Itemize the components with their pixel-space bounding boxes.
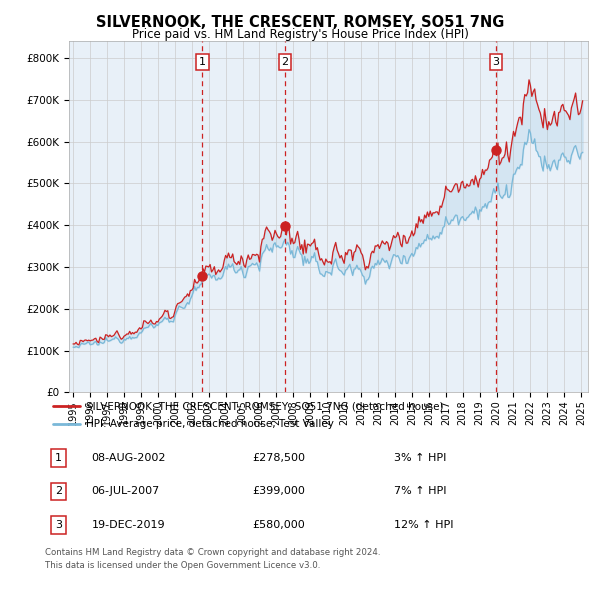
Text: 3: 3	[493, 57, 499, 67]
Text: HPI: Average price, detached house, Test Valley: HPI: Average price, detached house, Test…	[86, 419, 334, 429]
Text: 3% ↑ HPI: 3% ↑ HPI	[394, 453, 447, 463]
Text: This data is licensed under the Open Government Licence v3.0.: This data is licensed under the Open Gov…	[45, 560, 320, 569]
Text: £580,000: £580,000	[253, 520, 305, 530]
Text: 3: 3	[55, 520, 62, 530]
Text: 06-JUL-2007: 06-JUL-2007	[91, 487, 160, 496]
Text: Contains HM Land Registry data © Crown copyright and database right 2024.: Contains HM Land Registry data © Crown c…	[45, 548, 380, 556]
Text: £399,000: £399,000	[253, 487, 305, 496]
Text: 7% ↑ HPI: 7% ↑ HPI	[394, 487, 447, 496]
Text: £278,500: £278,500	[253, 453, 305, 463]
Text: 19-DEC-2019: 19-DEC-2019	[91, 520, 165, 530]
Text: 12% ↑ HPI: 12% ↑ HPI	[394, 520, 454, 530]
Text: SILVERNOOK, THE CRESCENT, ROMSEY, SO51 7NG (detached house): SILVERNOOK, THE CRESCENT, ROMSEY, SO51 7…	[86, 401, 443, 411]
Text: 2: 2	[281, 57, 289, 67]
Text: 2: 2	[55, 487, 62, 496]
Text: 1: 1	[55, 453, 62, 463]
Text: 1: 1	[199, 57, 206, 67]
Text: SILVERNOOK, THE CRESCENT, ROMSEY, SO51 7NG: SILVERNOOK, THE CRESCENT, ROMSEY, SO51 7…	[96, 15, 504, 30]
Text: Price paid vs. HM Land Registry's House Price Index (HPI): Price paid vs. HM Land Registry's House …	[131, 28, 469, 41]
Text: 08-AUG-2002: 08-AUG-2002	[91, 453, 166, 463]
